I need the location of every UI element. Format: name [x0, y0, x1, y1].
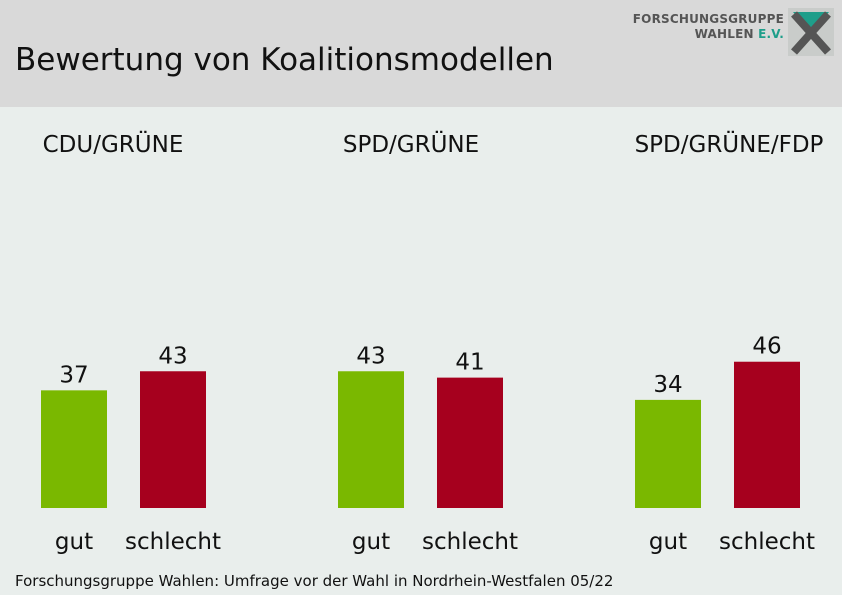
category-label: gut	[649, 529, 687, 555]
logo-x-icon	[788, 8, 834, 56]
category-label: schlecht	[125, 529, 221, 555]
bar-schlecht	[140, 371, 206, 508]
bar-schlecht	[437, 377, 503, 508]
category-label: gut	[55, 529, 93, 555]
group-title: CDU/GRÜNE	[43, 130, 184, 158]
logo-line-1: FORSCHUNGSGRUPPE	[632, 12, 784, 26]
bar-gut	[41, 390, 107, 508]
page-title: Bewertung von Koalitionsmodellen	[15, 42, 554, 78]
category-label: schlecht	[719, 529, 815, 555]
logo-line-2: WAHLEN	[694, 27, 754, 41]
category-label: schlecht	[422, 529, 518, 555]
group-title: SPD/GRÜNE/FDP	[635, 130, 824, 158]
bar-gut	[635, 399, 701, 508]
logo-line-2-accent: E.V.	[758, 27, 784, 41]
footer-source: Forschungsgruppe Wahlen: Umfrage vor der…	[15, 572, 614, 590]
data-label: 43	[356, 343, 385, 369]
data-label: 41	[455, 350, 484, 376]
group-title: SPD/GRÜNE	[343, 130, 479, 158]
data-label: 43	[158, 343, 187, 369]
coalition-bar-chart: CDU/GRÜNE 37 gut 43 schlecht SPD/GRÜNE 43 gut 41…	[41, 130, 824, 555]
bar-schlecht	[734, 361, 800, 508]
category-label: gut	[352, 529, 390, 555]
data-label: 46	[752, 334, 781, 360]
bar-gut	[338, 371, 404, 508]
header-band: Bewertung von Koalitionsmodellen	[0, 0, 842, 107]
data-label: 34	[653, 372, 682, 398]
data-label: 37	[59, 362, 88, 388]
logo-text: FORSCHUNGSGRUPPE WAHLEN E.V.	[633, 12, 784, 42]
